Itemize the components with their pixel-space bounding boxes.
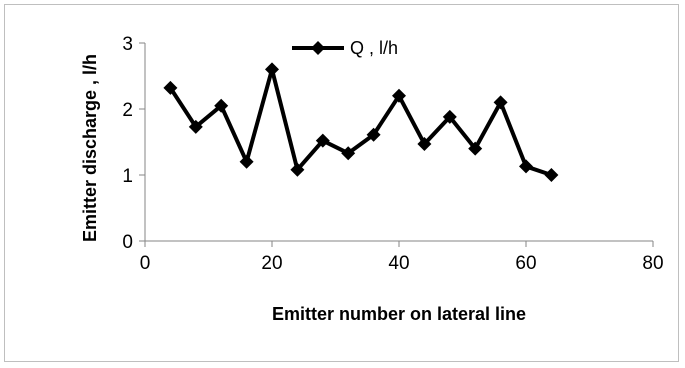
data-point <box>315 133 330 148</box>
data-point <box>188 119 203 134</box>
data-point <box>493 95 508 110</box>
chart-area <box>4 4 679 362</box>
x-axis-title: Emitter number on lateral line <box>272 304 526 324</box>
data-point <box>544 168 559 182</box>
y-tick-label: 0 <box>122 232 133 253</box>
data-point <box>366 127 381 142</box>
data-point <box>341 146 356 161</box>
x-tick-label: 40 <box>388 253 409 274</box>
data-point <box>417 136 432 151</box>
x-tick-label: 0 <box>140 253 151 274</box>
data-point <box>265 62 279 77</box>
x-tick-label: 60 <box>515 253 536 274</box>
data-point <box>163 80 178 95</box>
axes <box>139 42 654 247</box>
y-tick-label: 2 <box>122 100 133 121</box>
data-point <box>214 98 229 113</box>
legend: Q , l/h <box>292 38 398 58</box>
data-point <box>290 162 305 177</box>
y-tick-label: 1 <box>122 166 133 187</box>
series-layer <box>163 62 559 182</box>
series-line <box>168 67 553 177</box>
data-point <box>519 159 533 174</box>
tick-labels: 0 1 2 3 0 20 40 60 80 <box>122 34 663 274</box>
y-tick-label: 3 <box>122 34 133 55</box>
x-tick-label: 20 <box>261 253 282 274</box>
x-tick-label: 80 <box>642 253 663 274</box>
legend-label: Q , l/h <box>350 38 398 58</box>
legend-marker <box>311 41 325 55</box>
data-point <box>442 109 457 124</box>
y-axis-title: Emitter discharge , l/h <box>80 54 100 242</box>
data-point <box>392 88 406 103</box>
data-point <box>239 154 254 169</box>
data-point <box>468 141 483 156</box>
